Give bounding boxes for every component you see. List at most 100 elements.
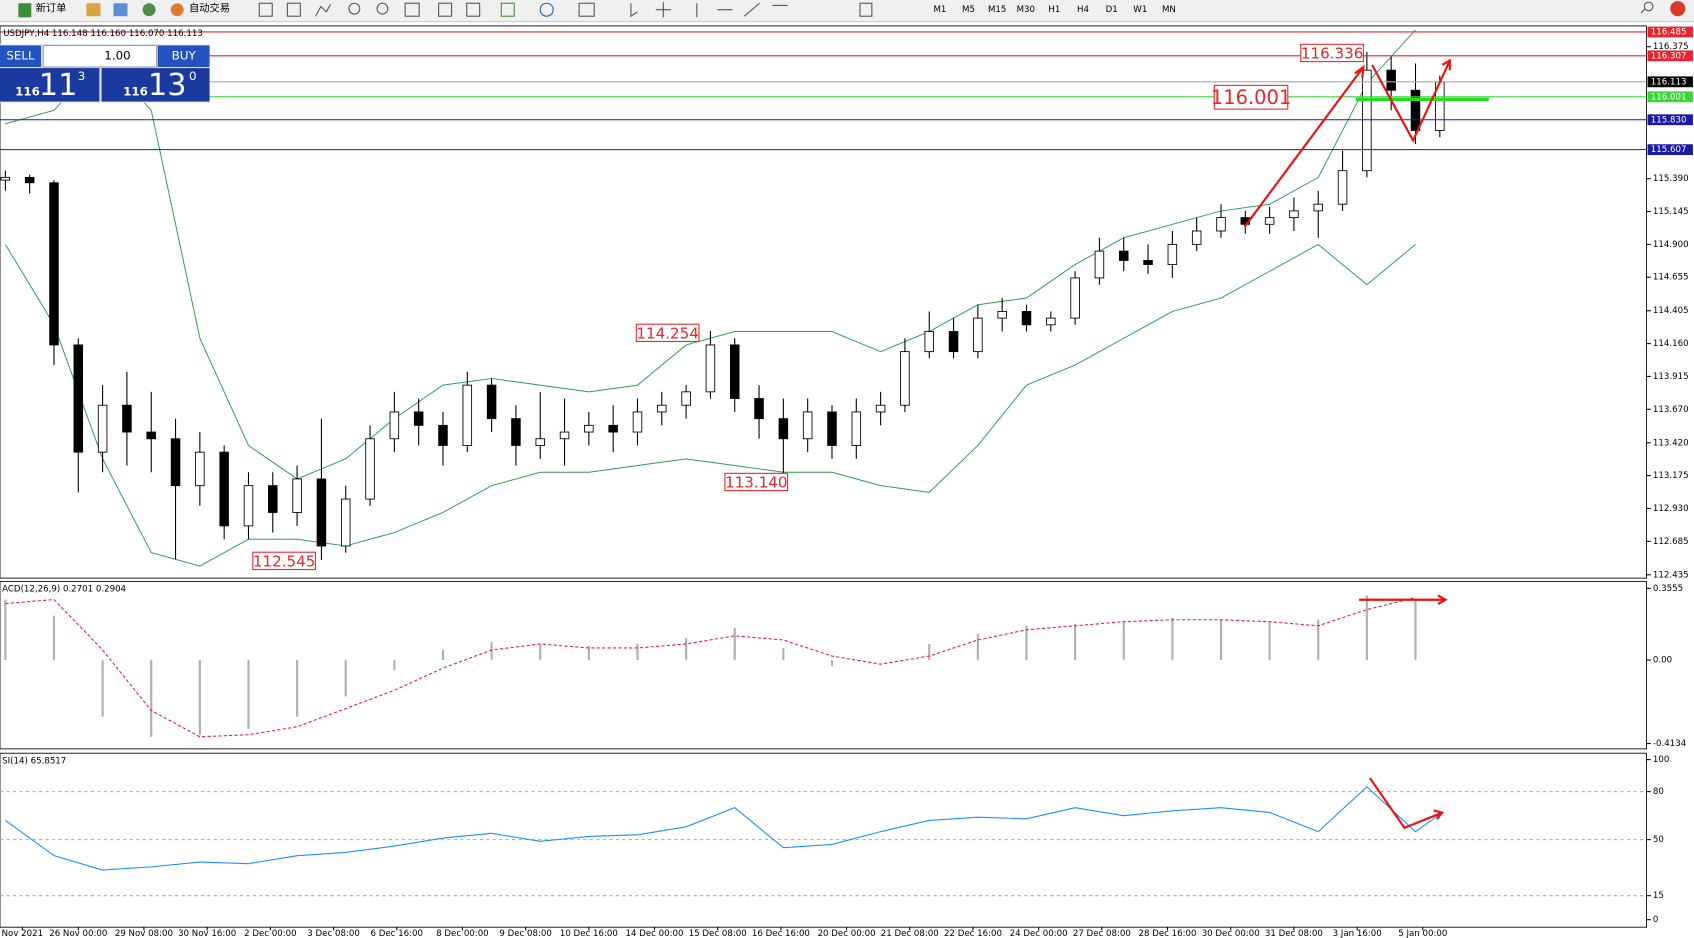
macd-bar: [198, 660, 201, 735]
candle-body: [1094, 250, 1105, 279]
new-order-button[interactable]: 新订单: [36, 2, 67, 15]
lot-input[interactable]: [42, 44, 158, 68]
sell-label[interactable]: SELL: [6, 49, 35, 63]
icon[interactable]: [286, 2, 301, 17]
icon[interactable]: [696, 2, 788, 18]
timeframe-button[interactable]: MN: [1162, 5, 1176, 15]
icon[interactable]: [466, 2, 481, 17]
timeframe-button[interactable]: H4: [1077, 5, 1089, 15]
macd-title: ACD(12,26,9) 0.2701 0.2904: [2, 584, 126, 594]
candle-body: [438, 424, 448, 446]
macd-bar: [296, 660, 299, 717]
macd-bar: [1122, 621, 1125, 661]
candle-body: [973, 317, 983, 353]
price-annotations: 116.336 116.001 114.254 113.140 112.545: [252, 43, 1364, 570]
x-tick-label: 15 Dec 08:00: [689, 929, 747, 938]
icon[interactable]: [376, 2, 389, 15]
x-tick-label: Nov 2021: [2, 929, 44, 938]
y-tick-label: 116.375: [1653, 42, 1689, 52]
candle-body: [1167, 243, 1178, 265]
icon[interactable]: [113, 3, 128, 17]
candle-body: [948, 331, 959, 353]
timeframe-button[interactable]: D1: [1106, 5, 1118, 15]
y-tick-label: 114.405: [1653, 306, 1689, 316]
candle-body: [1386, 69, 1396, 91]
sell-price-box[interactable]: [0, 68, 100, 102]
candle-body: [195, 451, 205, 487]
timeframe-button[interactable]: M5: [962, 5, 975, 15]
icon[interactable]: [258, 2, 273, 17]
icon[interactable]: [630, 3, 638, 18]
annotation-box: [724, 472, 789, 492]
candle-body: [900, 351, 910, 406]
one-click-trading: SELL 1.00 BUY 116 11 3 116 13 0: [0, 44, 210, 103]
buy-button[interactable]: [157, 45, 210, 67]
pips: 11: [39, 68, 77, 103]
icon[interactable]: [348, 2, 361, 15]
icon[interactable]: [655, 2, 671, 18]
sell-button[interactable]: [0, 45, 42, 67]
auto-trading-icon[interactable]: [170, 3, 184, 17]
arrows: [1243, 58, 1451, 830]
timeframe-button[interactable]: M30: [1017, 5, 1035, 15]
candle-body: [292, 478, 302, 513]
y-tick-label: 114.900: [1653, 240, 1689, 250]
x-tick-label: 27 Dec 08:00: [1073, 929, 1131, 938]
buy-price-box[interactable]: [101, 68, 210, 102]
icon[interactable]: [578, 2, 595, 17]
macd-bar: [1365, 595, 1368, 661]
lot-value[interactable]: 1.00: [104, 49, 130, 63]
x-tick-label: 10 Dec 16:00: [560, 929, 618, 938]
notification-badge[interactable]: [1670, 1, 1686, 17]
price-level-tag: [1647, 114, 1693, 126]
rsi-title: SI(14) 65.8517: [2, 756, 66, 766]
x-tick-label: 21 Dec 08:00: [881, 929, 939, 938]
timeframes: M1 M5 M15 M30 H1 H4 D1 W1 MN: [933, 5, 1175, 15]
candle-body: [657, 404, 667, 413]
timeframe-button[interactable]: M15: [988, 5, 1006, 15]
price-level-tag: [1647, 50, 1693, 62]
y-tick-label: 0: [1653, 915, 1658, 925]
icon[interactable]: [539, 2, 554, 17]
y-tick-label: 80: [1653, 787, 1664, 797]
price-level-label: 115.830: [1651, 115, 1687, 125]
search-icon[interactable]: [1640, 8, 1646, 14]
icon[interactable]: [404, 2, 420, 17]
y-tick-label: -0.4134: [1653, 739, 1686, 749]
icon[interactable]: [500, 2, 515, 17]
icon[interactable]: [438, 2, 453, 17]
auto-trading-button[interactable]: 自动交易: [189, 2, 230, 15]
macd-bar: [1268, 621, 1271, 661]
y-tick-label: 100: [1653, 755, 1669, 765]
toolbar-icons: [258, 1, 1654, 18]
x-tick-label: 30 Dec 00:00: [1202, 929, 1260, 938]
icon[interactable]: [314, 4, 332, 17]
annotation: 116.001: [1211, 86, 1291, 109]
candle-body: [170, 438, 181, 487]
candle-body: [851, 411, 862, 446]
icon[interactable]: [142, 3, 156, 17]
chart-title: USDJPY,H4 116.148 116.160 116.070 116.11…: [3, 29, 203, 39]
macd-bar: [976, 633, 979, 661]
toolbar: [0, 0, 1694, 22]
timeframe-button[interactable]: W1: [1133, 5, 1147, 15]
x-tick-label: 28 Dec 16:00: [1138, 929, 1196, 938]
price-level-tag: [1647, 91, 1693, 103]
y-tick-label: 113.670: [1653, 405, 1689, 415]
icon[interactable]: [86, 3, 101, 17]
icon[interactable]: [859, 2, 873, 17]
new-order-icon[interactable]: [18, 3, 32, 18]
timeframe-button[interactable]: M1: [933, 5, 946, 15]
macd-signal: [5, 596, 1416, 738]
y-tick-label: 0.00: [1653, 656, 1672, 666]
candle-body: [511, 418, 521, 446]
point: 3: [78, 69, 86, 83]
timeframe-button[interactable]: H1: [1048, 5, 1060, 15]
candle-body: [146, 431, 156, 440]
macd-chart: 0.3555 0.00 -0.4134: [4, 584, 1686, 749]
buy-label[interactable]: BUY: [172, 49, 197, 63]
candle-body: [1143, 260, 1153, 265]
search-icon[interactable]: [1643, 1, 1654, 12]
candle-body: [729, 344, 740, 399]
main-chart: 116.375 115.390 115.145 114.900 114.655 114.4…: [0, 26, 1693, 938]
